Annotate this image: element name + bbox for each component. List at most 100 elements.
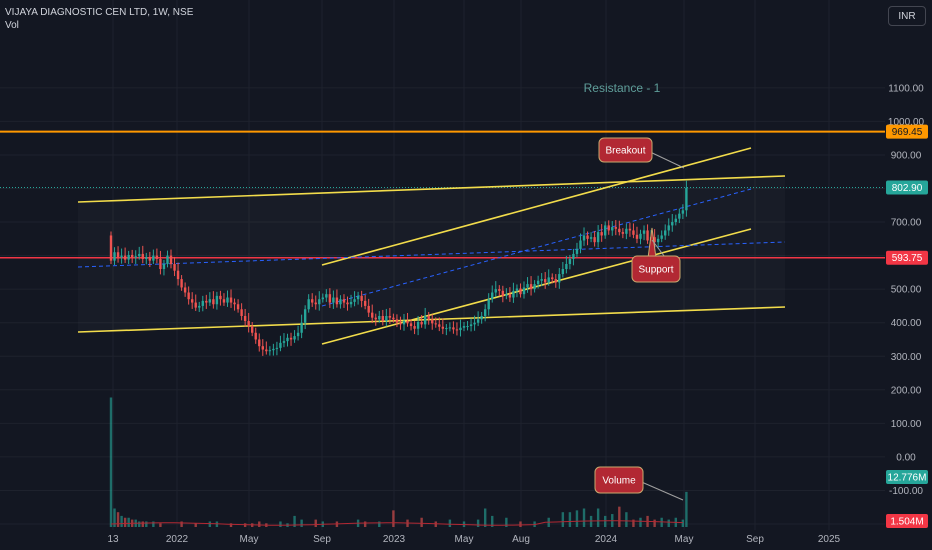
candle-body [314, 302, 317, 305]
candle-body [621, 232, 625, 234]
candle-body [607, 225, 610, 231]
candle-body [558, 274, 561, 283]
price-tag [886, 250, 928, 265]
candle-body [236, 304, 240, 310]
candle-body [593, 237, 596, 243]
candle-body [152, 255, 155, 261]
volume-bar [519, 521, 522, 527]
candle-body [282, 341, 286, 343]
volume-bar [378, 521, 381, 527]
x-tick-label: 2024 [595, 534, 618, 545]
candle-body [681, 210, 685, 214]
volume-bar [505, 517, 508, 527]
candle-body [116, 252, 120, 258]
channel-midline [77, 241, 786, 268]
candle-body [335, 297, 339, 305]
x-tick-label: May [675, 534, 694, 545]
candle-body [363, 300, 367, 306]
volume-indicator-label[interactable]: Vol [5, 20, 19, 31]
candle-body [155, 255, 159, 259]
candle-body [501, 290, 505, 296]
candle-body [491, 292, 494, 300]
candle-body [194, 302, 197, 308]
candle-body [148, 256, 152, 261]
candle-body [438, 324, 441, 327]
candle-body [311, 299, 314, 303]
candle-body [505, 294, 508, 296]
x-tick-label: 2025 [818, 534, 841, 545]
candle-body [293, 336, 296, 340]
candle-body [208, 299, 212, 303]
x-tick-label: 13 [107, 534, 119, 545]
volume-bar [568, 512, 572, 527]
candle-body [448, 327, 452, 329]
candle-body [413, 326, 416, 329]
candle-body [540, 279, 543, 281]
candle-body [519, 288, 522, 295]
volume-bar [667, 519, 670, 527]
candle-body [466, 326, 469, 328]
candle-body [261, 346, 264, 350]
y-tick-label: 300.00 [891, 352, 922, 363]
candle-body [632, 230, 635, 235]
candle-body [346, 302, 349, 305]
candle-body [614, 227, 617, 229]
candle-body [219, 295, 222, 300]
volume-bar [208, 521, 212, 527]
candle-body [173, 263, 176, 271]
candle-body [487, 299, 490, 310]
candle-body [600, 232, 603, 236]
candle-body [243, 315, 247, 322]
x-tick-label: 2022 [166, 534, 189, 545]
volume-bar [120, 515, 123, 527]
volume-callout-box [594, 466, 644, 494]
callouts: Breakout Volume Support [594, 137, 685, 501]
candle-body [551, 277, 554, 280]
volume-bar [483, 508, 487, 527]
y-tick-label: 1000.00 [888, 117, 925, 128]
y-tick-label: 500.00 [891, 285, 922, 296]
price-tag-label: 802.90 [892, 183, 923, 194]
candle-body [646, 230, 649, 241]
breakout-callout-label: Breakout [605, 146, 645, 157]
x-axis[interactable]: 13 2022 May Sep 2023 May Aug 2024 May Sep 2025 [107, 534, 840, 545]
candle-body [300, 322, 303, 333]
volume-bar [639, 517, 642, 527]
candle-body [187, 292, 190, 300]
volume-ma-line [110, 520, 683, 526]
candle-body [226, 297, 229, 303]
currency-button[interactable]: INR [888, 6, 926, 26]
volume-bar [596, 508, 600, 527]
candle-body [166, 255, 169, 264]
x-tick-label: Aug [512, 534, 530, 545]
candle-body [385, 315, 388, 322]
volume-bars [109, 397, 688, 527]
price-tag-label: 593.75 [892, 253, 923, 264]
candle-body [526, 284, 529, 288]
candle-body [512, 290, 515, 298]
candle-body [332, 297, 335, 303]
price-tag-label: 1.504M [890, 517, 923, 528]
candle-body [459, 327, 462, 331]
resistance-label: Resistance - 1 [584, 81, 661, 95]
candle-body [349, 301, 353, 305]
volume-bar [491, 515, 494, 527]
support-callout-box [631, 255, 681, 283]
y-tick-label: 0.00 [896, 452, 916, 463]
volume-bar [392, 510, 395, 527]
candle-body [286, 337, 289, 342]
volume-bar [113, 508, 116, 527]
x-tick-label: 2023 [383, 534, 406, 545]
candle-body [445, 328, 448, 330]
candle-body [296, 332, 300, 337]
candle-body [494, 289, 497, 293]
candle-body [265, 349, 268, 352]
volume-bar [476, 519, 480, 527]
candle-body [522, 287, 526, 295]
volume-bar [180, 521, 183, 527]
candle-body [325, 294, 328, 298]
volume-bar [653, 519, 656, 527]
candle-body [452, 327, 455, 330]
candle-body [145, 256, 148, 259]
